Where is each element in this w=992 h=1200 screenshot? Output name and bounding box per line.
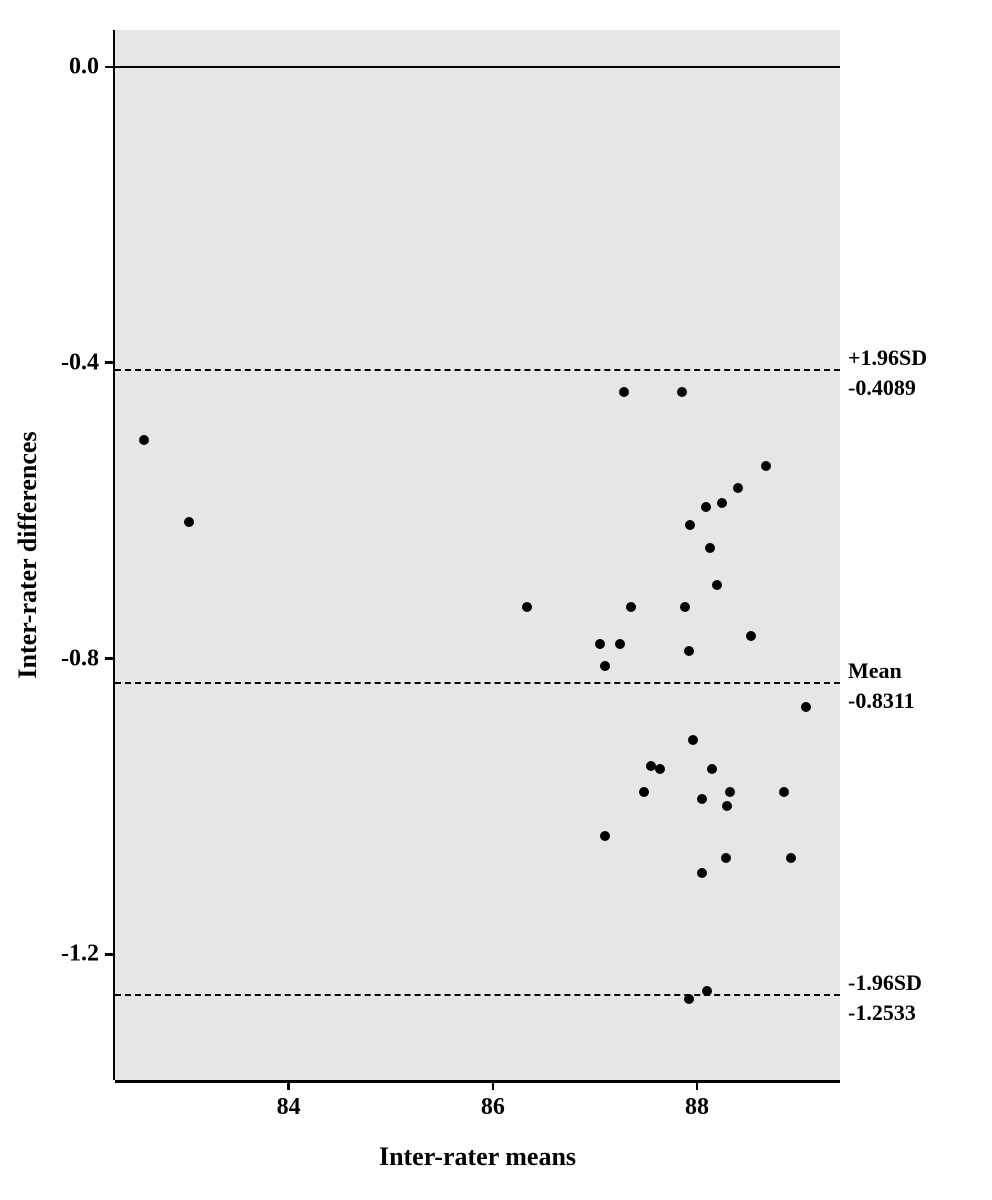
data-point	[688, 735, 698, 745]
y-tick-label: -0.4	[61, 349, 99, 376]
data-point	[721, 853, 731, 863]
x-tick	[287, 1080, 290, 1090]
data-point	[707, 764, 717, 774]
ref-line-label: -1.2533	[848, 1000, 916, 1026]
x-axis-line	[115, 1080, 840, 1083]
data-point	[779, 787, 789, 797]
y-tick-label: -0.8	[61, 645, 99, 672]
bland-altman-chart: Inter-rater means Inter-rater difference…	[0, 0, 992, 1200]
y-tick	[105, 657, 115, 660]
data-point	[685, 520, 695, 530]
x-tick-label: 84	[277, 1094, 301, 1121]
data-point	[746, 631, 756, 641]
ref-line-label: -1.96SD	[848, 970, 922, 996]
data-point	[712, 580, 722, 590]
ref-line	[115, 682, 840, 684]
data-point	[615, 639, 625, 649]
y-tick	[105, 66, 115, 69]
x-tick-label: 86	[481, 1094, 505, 1121]
data-point	[680, 602, 690, 612]
data-point	[600, 831, 610, 841]
data-point	[655, 764, 665, 774]
data-point	[619, 387, 629, 397]
plot-area	[115, 30, 840, 1080]
x-tick	[492, 1080, 495, 1090]
data-point	[702, 986, 712, 996]
y-tick-label: 0.0	[69, 53, 99, 80]
data-point	[697, 868, 707, 878]
data-point	[184, 517, 194, 527]
x-tick	[696, 1080, 699, 1090]
data-point	[639, 787, 649, 797]
data-point	[600, 661, 610, 671]
data-point	[705, 543, 715, 553]
ref-line-label: +1.96SD	[848, 345, 927, 371]
data-point	[684, 994, 694, 1004]
y-tick	[105, 953, 115, 956]
ref-line	[115, 369, 840, 371]
y-tick	[105, 361, 115, 364]
data-point	[717, 498, 727, 508]
data-point	[595, 639, 605, 649]
y-axis-line	[113, 30, 116, 1080]
ref-line-label: -0.8311	[848, 688, 915, 714]
ref-line	[115, 994, 840, 996]
data-point	[701, 502, 711, 512]
data-point	[733, 483, 743, 493]
data-point	[139, 435, 149, 445]
data-point	[684, 646, 694, 656]
ref-line-label: Mean	[848, 658, 902, 684]
data-point	[626, 602, 636, 612]
data-point	[761, 461, 771, 471]
ref-line-label: -0.4089	[848, 375, 916, 401]
data-point	[722, 801, 732, 811]
data-point	[697, 794, 707, 804]
ref-line-zero	[115, 66, 840, 68]
data-point	[801, 702, 811, 712]
data-point	[677, 387, 687, 397]
data-point	[786, 853, 796, 863]
x-tick-label: 88	[685, 1094, 709, 1121]
y-axis-title: Inter-rater differences	[13, 431, 43, 678]
data-point	[522, 602, 532, 612]
data-point	[725, 787, 735, 797]
y-tick-label: -1.2	[61, 941, 99, 968]
x-axis-title: Inter-rater means	[379, 1142, 576, 1172]
